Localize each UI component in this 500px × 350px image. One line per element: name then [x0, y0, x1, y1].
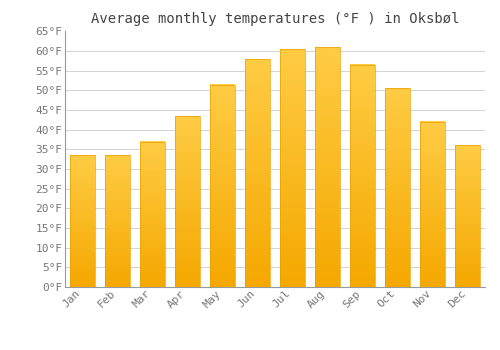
Bar	[280, 49, 305, 287]
Bar	[176, 116, 200, 287]
Bar	[385, 89, 410, 287]
Bar	[316, 47, 340, 287]
Bar	[420, 122, 445, 287]
Bar	[140, 141, 165, 287]
Bar	[210, 85, 235, 287]
Bar	[70, 155, 95, 287]
Bar	[105, 155, 130, 287]
Bar	[350, 65, 375, 287]
Title: Average monthly temperatures (°F ) in Oksbøl: Average monthly temperatures (°F ) in Ok…	[91, 12, 459, 26]
Bar	[245, 59, 270, 287]
Bar	[455, 146, 480, 287]
